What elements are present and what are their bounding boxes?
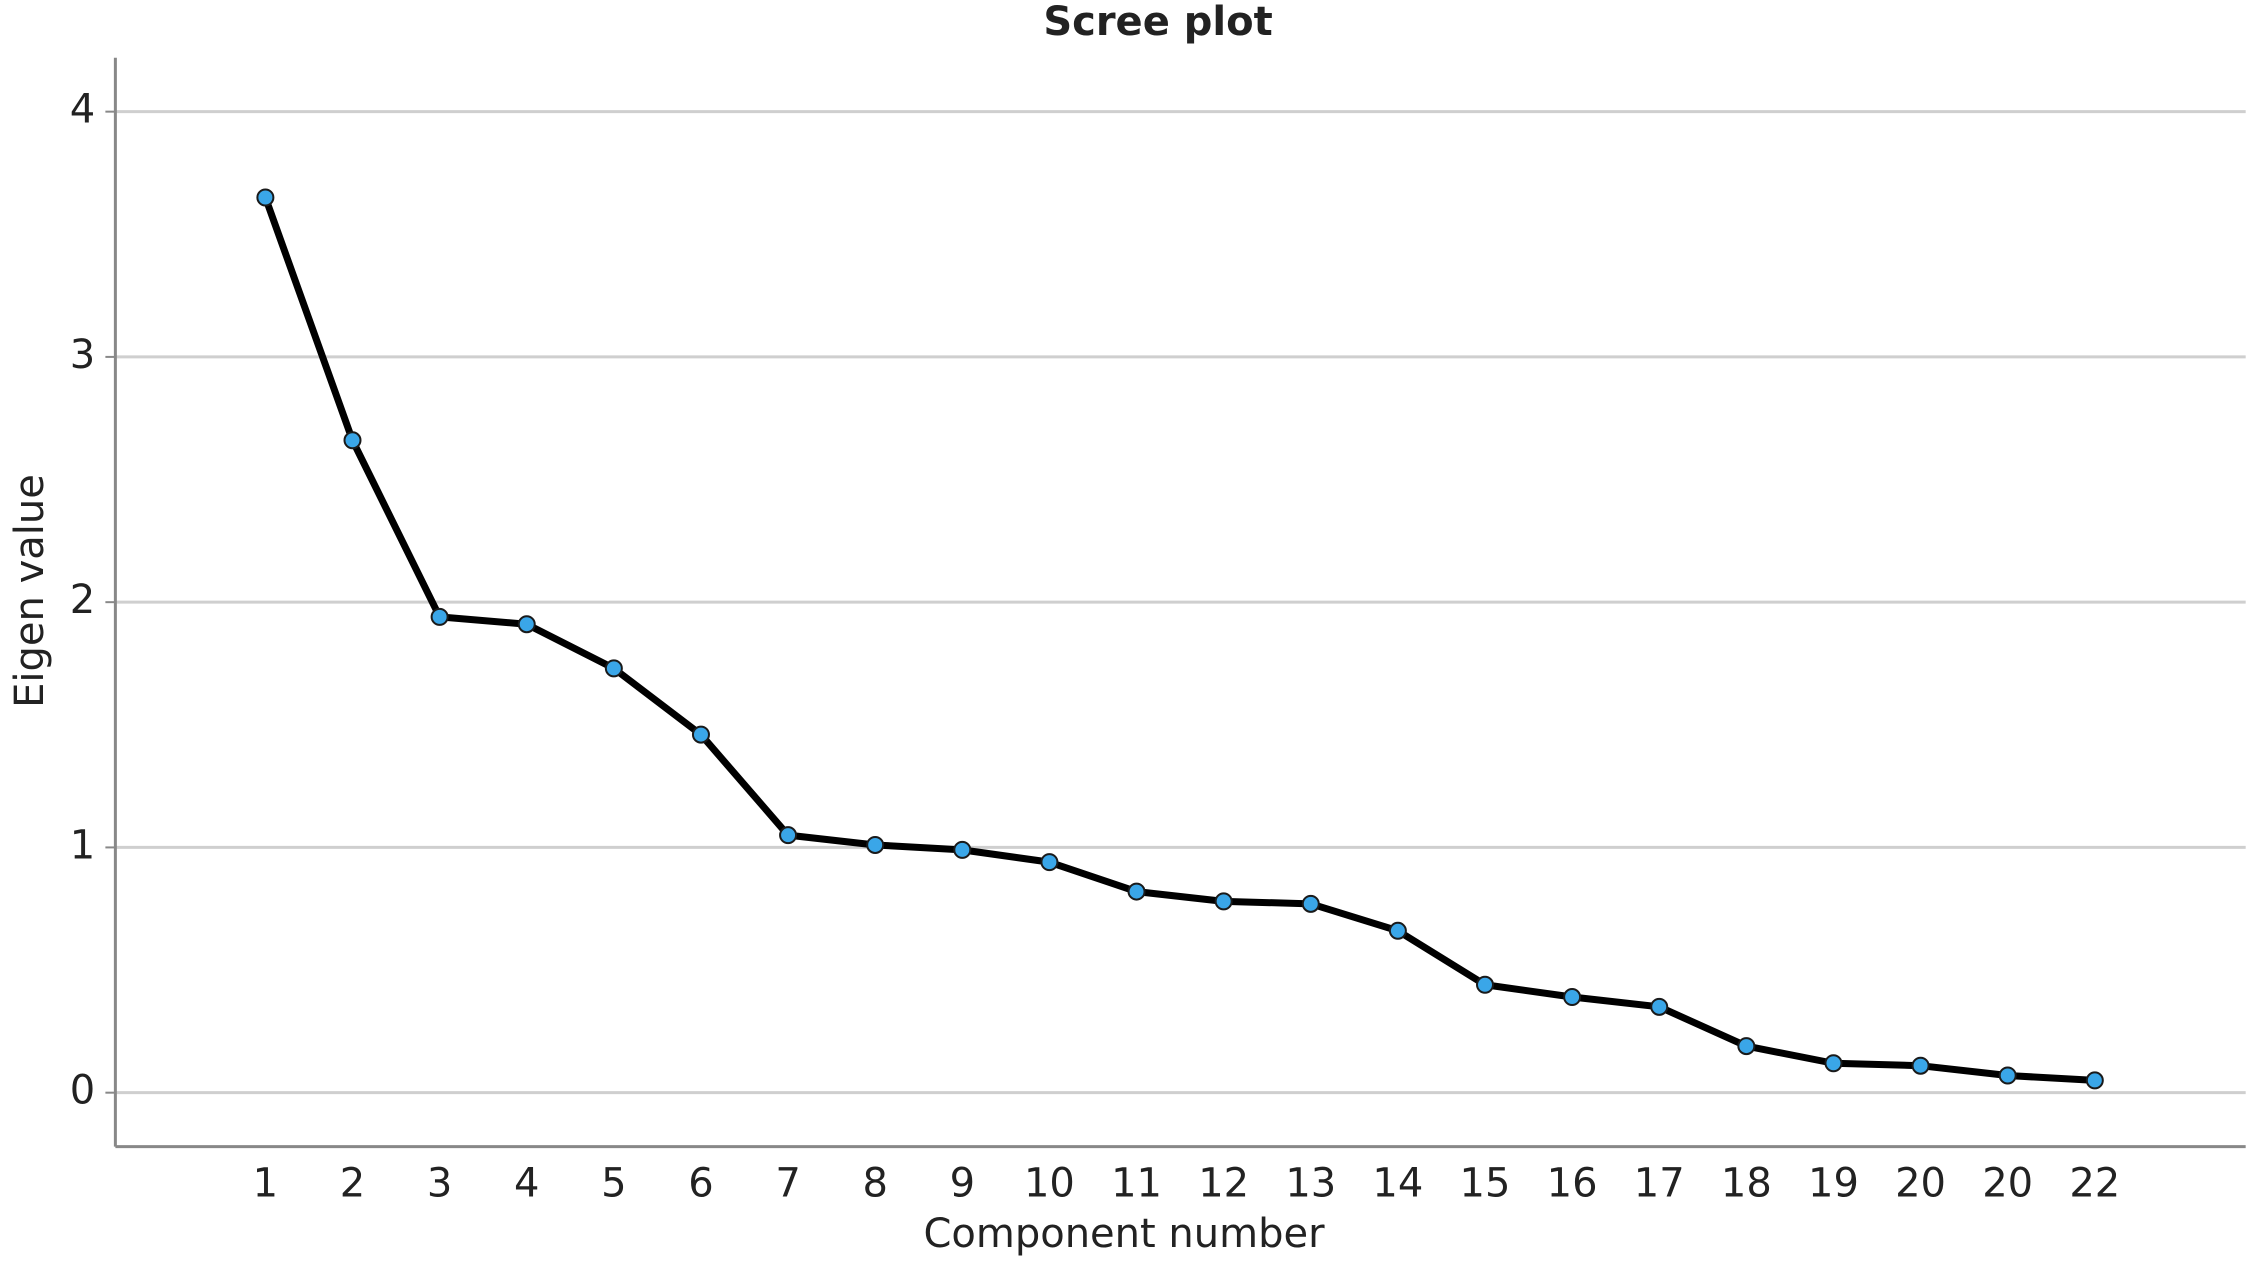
y-tick-label: 2 (70, 577, 95, 623)
x-tick-label: 4 (514, 1161, 539, 1207)
marker (343, 431, 362, 450)
marker (953, 840, 972, 859)
y-tick-label: 3 (70, 332, 95, 378)
marker (1824, 1054, 1843, 1073)
marker (1650, 997, 1669, 1016)
x-tick-label: 8 (862, 1161, 887, 1207)
x-tick-label: 18 (1721, 1161, 1772, 1207)
x-tick-label: 15 (1460, 1161, 1511, 1207)
x-tick-label: 22 (2069, 1161, 2120, 1207)
marker (1563, 988, 1582, 1007)
chart-title: Scree plot (1043, 0, 1272, 45)
marker (1388, 921, 1407, 940)
x-tick-label: 1 (253, 1161, 278, 1207)
x-tick-label: 11 (1111, 1161, 1162, 1207)
x-tick-label: 5 (601, 1161, 626, 1207)
x-tick-label: 12 (1198, 1161, 1249, 1207)
x-tick-label: 3 (427, 1161, 452, 1207)
marker (866, 835, 885, 854)
marker (1301, 894, 1320, 913)
marker (1040, 853, 1059, 872)
y-tick-label: 0 (70, 1068, 95, 1114)
marker (779, 826, 798, 845)
marker (1214, 892, 1233, 911)
x-tick-label: 9 (950, 1161, 975, 1207)
x-axis-label: Component number (923, 1211, 1325, 1257)
y-tick-label: 4 (70, 87, 95, 133)
x-tick-label: 7 (775, 1161, 800, 1207)
marker (1476, 975, 1494, 994)
line (262, 196, 2096, 1084)
marker (691, 725, 710, 744)
x-tick-label: 16 (1547, 1161, 1598, 1207)
x-tick-label: 2 (340, 1161, 365, 1207)
x-tick-label: 19 (1808, 1161, 1859, 1207)
y-tick-label: 1 (70, 822, 95, 868)
x-tick-label: 20 (1982, 1161, 2033, 1207)
marker (2085, 1071, 2104, 1090)
marker (1127, 882, 1146, 901)
marker (604, 659, 623, 678)
marker (430, 607, 449, 626)
x-tick-label: 17 (1634, 1161, 1685, 1207)
x-tick-label: 13 (1285, 1161, 1336, 1207)
marker (1911, 1056, 1930, 1075)
y-axis-label: Eigen value (7, 474, 53, 708)
marker (1998, 1066, 2017, 1085)
marker (517, 615, 536, 634)
x-tick-label: 6 (688, 1161, 713, 1207)
marker (1737, 1037, 1756, 1056)
marker (256, 188, 275, 207)
x-tick-label: 20 (1895, 1161, 1946, 1207)
x-tick-label: 14 (1372, 1161, 1423, 1207)
x-tick-label: 10 (1024, 1161, 1075, 1207)
